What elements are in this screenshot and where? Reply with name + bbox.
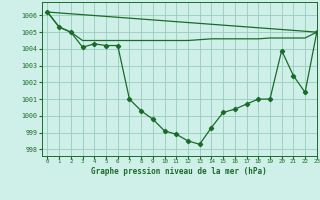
X-axis label: Graphe pression niveau de la mer (hPa): Graphe pression niveau de la mer (hPa) bbox=[91, 167, 267, 176]
